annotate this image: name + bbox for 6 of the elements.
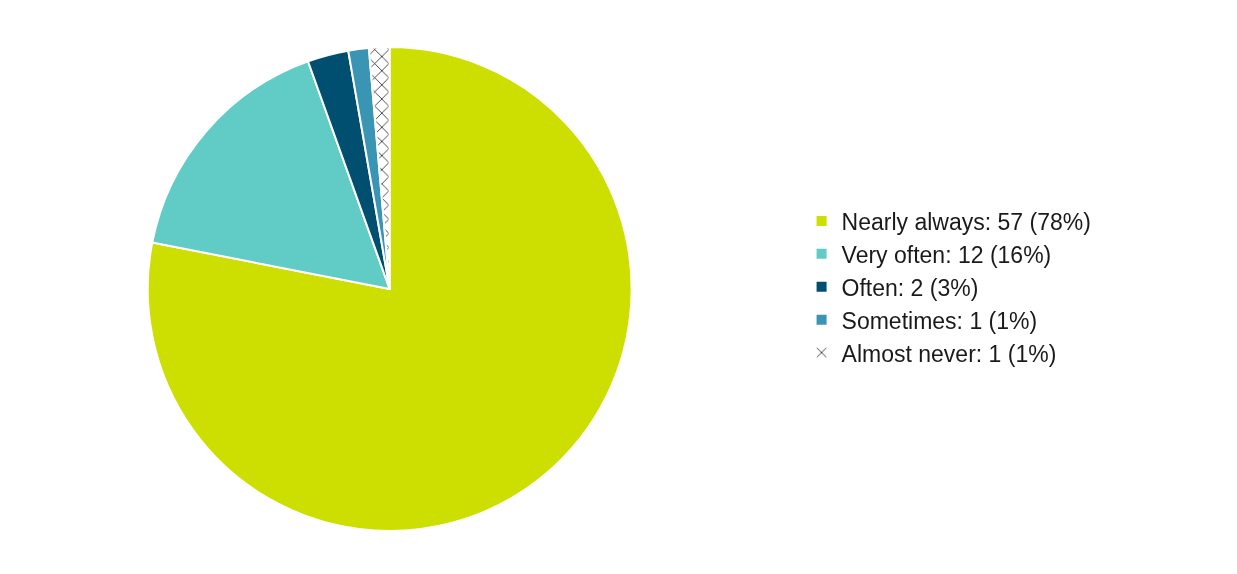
legend-label: Almost never: 1 (1%) bbox=[841, 340, 1057, 367]
legend-label: Sometimes: 1 (1%) bbox=[841, 307, 1038, 334]
legend-label: Often: 2 (3%) bbox=[841, 274, 979, 301]
pie-slice bbox=[147, 46, 633, 532]
legend-label: Very often: 12 (16%) bbox=[841, 241, 1052, 268]
legend-label: Nearly always: 57 (78%) bbox=[841, 208, 1091, 235]
